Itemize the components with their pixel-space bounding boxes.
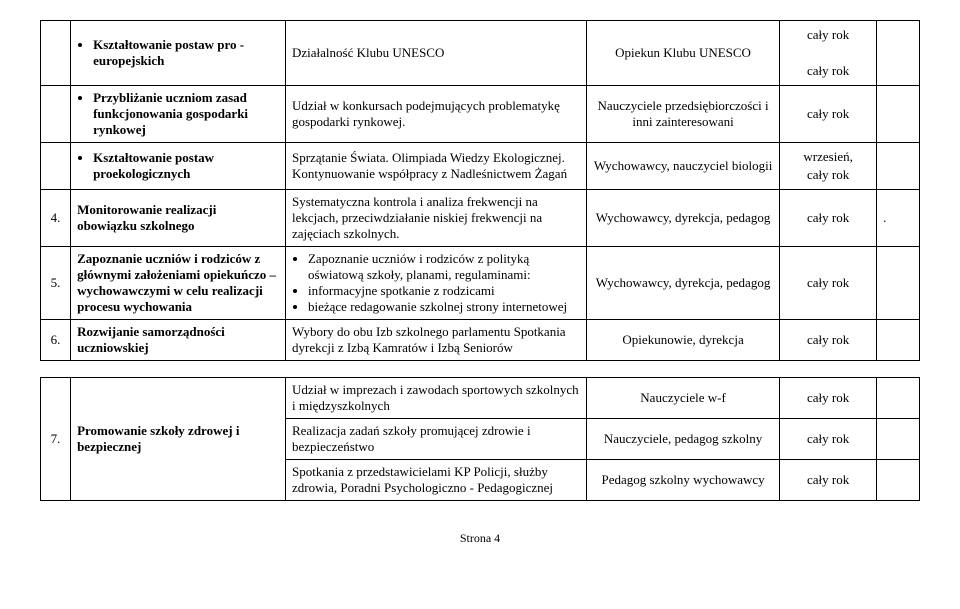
col-term: cały rok	[780, 419, 877, 460]
col-activity: Wybory do obu Izb szkolnego parlamentu S…	[285, 320, 586, 361]
col-responsible: Wychowawcy, nauczyciel biologii	[586, 143, 779, 190]
table-row: Przybliżanie uczniom zasad funkcjonowani…	[41, 86, 920, 143]
col-notes	[876, 86, 919, 143]
col-term: cały rok	[780, 247, 877, 320]
col-notes	[876, 460, 919, 501]
row-number	[41, 21, 71, 86]
col-notes	[876, 419, 919, 460]
col-topic: Kształtowanie postaw pro - europejskich	[71, 21, 286, 86]
col-topic: Kształtowanie postaw proekologicznych	[71, 143, 286, 190]
col-a-item: Kształtowanie postaw pro - europejskich	[93, 37, 279, 69]
col-responsible: Opiekunowie, dyrekcja	[586, 320, 779, 361]
table-row: Kształtowanie postaw pro - europejskichD…	[41, 21, 920, 86]
table-row: 6.Rozwijanie samorządności uczniowskiejW…	[41, 320, 920, 361]
col-activity: Systematyczna kontrola i analiza frekwen…	[285, 190, 586, 247]
col-term: cały rok	[780, 460, 877, 501]
col-b-item: bieżące redagowanie szkolnej strony inte…	[308, 299, 580, 315]
col-activity: Zapoznanie uczniów i rodziców z polityką…	[285, 247, 586, 320]
table-row: 4.Monitorowanie realizacji obowiązku szk…	[41, 190, 920, 247]
col-notes	[876, 247, 919, 320]
col-notes: .	[876, 190, 919, 247]
col-activity: Udział w konkursach podejmujących proble…	[285, 86, 586, 143]
col-b-item: Zapoznanie uczniów i rodziców z polityką…	[308, 251, 580, 283]
col-topic: Rozwijanie samorządności uczniowskiej	[71, 320, 286, 361]
row-number	[41, 86, 71, 143]
col-responsible: Nauczyciele przedsiębiorczości i inni za…	[586, 86, 779, 143]
row-number: 5.	[41, 247, 71, 320]
col-term: cały rok cały rok	[780, 21, 877, 86]
col-term: cały rok	[780, 190, 877, 247]
col-b-item: informacyjne spotkanie z rodzicami	[308, 283, 580, 299]
col-term: cały rok	[780, 86, 877, 143]
table-row: Kształtowanie postaw proekologicznychSpr…	[41, 143, 920, 190]
col-a-item: Przybliżanie uczniom zasad funkcjonowani…	[93, 90, 279, 138]
col-term: cały rok	[780, 378, 877, 419]
col-notes	[876, 378, 919, 419]
col-term: cały rok	[780, 320, 877, 361]
col-topic: Promowanie szkoły zdrowej i bezpiecznej	[71, 378, 286, 501]
row-number	[41, 143, 71, 190]
col-responsible: Nauczyciele w-f	[586, 378, 779, 419]
row-number: 6.	[41, 320, 71, 361]
col-activity: Realizacja zadań szkoły promującej zdrow…	[285, 419, 586, 460]
col-activity: Sprzątanie Świata. Olimpiada Wiedzy Ekol…	[285, 143, 586, 190]
table-row: 7.Promowanie szkoły zdrowej i bezpieczne…	[41, 378, 920, 419]
row-number: 4.	[41, 190, 71, 247]
second-table: 7.Promowanie szkoły zdrowej i bezpieczne…	[40, 377, 920, 501]
col-activity: Udział w imprezach i zawodach sportowych…	[285, 378, 586, 419]
col-a-item: Kształtowanie postaw proekologicznych	[93, 150, 279, 182]
col-notes	[876, 21, 919, 86]
main-table: Kształtowanie postaw pro - europejskichD…	[40, 20, 920, 361]
col-activity: Działalność Klubu UNESCO	[285, 21, 586, 86]
col-responsible: Pedagog szkolny wychowawcy	[586, 460, 779, 501]
col-activity: Spotkania z przedstawicielami KP Policji…	[285, 460, 586, 501]
col-responsible: Nauczyciele, pedagog szkolny	[586, 419, 779, 460]
table-row: 5.Zapoznanie uczniów i rodziców z główny…	[41, 247, 920, 320]
row-number: 7.	[41, 378, 71, 501]
col-term: wrzesień,cały rok	[780, 143, 877, 190]
col-notes	[876, 320, 919, 361]
col-responsible: Wychowawcy, dyrekcja, pedagog	[586, 247, 779, 320]
col-notes	[876, 143, 919, 190]
col-topic: Monitorowanie realizacji obowiązku szkol…	[71, 190, 286, 247]
col-responsible: Wychowawcy, dyrekcja, pedagog	[586, 190, 779, 247]
col-responsible: Opiekun Klubu UNESCO	[586, 21, 779, 86]
col-topic: Zapoznanie uczniów i rodziców z głównymi…	[71, 247, 286, 320]
col-topic: Przybliżanie uczniom zasad funkcjonowani…	[71, 86, 286, 143]
page-footer: Strona 4	[40, 531, 920, 546]
